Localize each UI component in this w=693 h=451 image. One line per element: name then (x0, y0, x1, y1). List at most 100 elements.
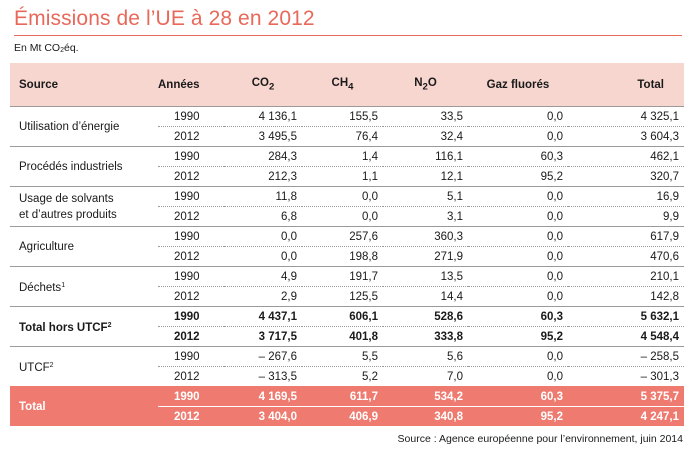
value-cell-gaz: 60,3 (468, 146, 568, 167)
value-cell-n2o: 32,4 (383, 126, 468, 147)
table-row: 2012 212,3 1,1 12,1 95,2 320,7 (10, 166, 684, 187)
year-cell: 2012 (158, 326, 224, 347)
value-cell-co2: 212,3 (224, 166, 302, 187)
year-cell: 1990 (158, 186, 224, 207)
year-cell: 2012 (158, 126, 224, 147)
header-years: Années (158, 63, 224, 107)
table-row: 2012 2,9 125,5 14,4 0,0 142,8 (10, 286, 684, 307)
source-cell: Procédés industriels (10, 146, 158, 187)
title-divider (14, 35, 682, 36)
value-cell-n2o: 13,5 (383, 266, 468, 287)
source-cell: Usage de solvants et d’autres produits (10, 186, 158, 227)
source-name: Utilisation d’énergie (19, 120, 120, 133)
year-cell: 2012 (158, 406, 224, 426)
header-ch4-base: CH (331, 76, 349, 89)
value-cell-ch4: 5,2 (302, 366, 383, 387)
value-cell-ch4: 5,5 (302, 346, 383, 367)
value-cell-gaz: 95,2 (468, 326, 568, 347)
value-cell-co2: 0,0 (224, 226, 302, 247)
table-row: 2012 3 717,5 401,8 333,8 95,2 4 548,4 (10, 326, 684, 347)
table-row: 2012– 313,5 5,2 7,0 0,0– 301,3 (10, 366, 684, 387)
header-ch4: CH4 (302, 63, 383, 107)
value-cell-n2o: 116,1 (383, 146, 468, 167)
source-name: Agriculture (19, 240, 74, 253)
emissions-table: Source Années CO2 CH4 N2O Gaz fluorés To… (10, 63, 684, 426)
value-cell-total: 617,9 (568, 226, 684, 247)
footnote-marker: 2 (49, 361, 54, 369)
value-cell-ch4: 125,5 (302, 286, 383, 307)
unit-suffix: éq. (64, 42, 79, 54)
year-cell: 1990 (158, 226, 224, 247)
source-label: Procédés industriels (19, 159, 153, 175)
year-cell: 2012 (158, 246, 224, 267)
value-cell-n2o: 333,8 (383, 326, 468, 347)
value-cell-co2: 0,0 (224, 246, 302, 267)
source-cell: Déchets1 (10, 266, 158, 307)
value-cell-total: 142,8 (568, 286, 684, 307)
header-co2-base: CO (251, 76, 269, 89)
value-cell-ch4: 1,4 (302, 146, 383, 167)
value-cell-n2o: 360,3 (383, 226, 468, 247)
value-cell-total: 16,9 (568, 186, 684, 207)
source-name: Déchets (19, 281, 62, 294)
value-cell-ch4: 0,0 (302, 206, 383, 227)
year-cell: 2012 (158, 366, 224, 387)
value-cell-gaz: 0,0 (468, 346, 568, 367)
table-header-row: Source Années CO2 CH4 N2O Gaz fluorés To… (10, 63, 684, 107)
value-cell-n2o: 33,5 (383, 106, 468, 127)
value-cell-total: 4 325,1 (568, 106, 684, 127)
header-n2o-sub: 2 (422, 81, 428, 93)
footnote-marker: 2 (107, 321, 112, 329)
value-cell-total: 5 632,1 (568, 306, 684, 327)
header-n2o-base: N (414, 76, 423, 89)
value-cell-total: 3 604,3 (568, 126, 684, 147)
value-cell-total: 4 548,4 (568, 326, 684, 347)
value-cell-co2: 4 437,1 (224, 306, 302, 327)
value-cell-ch4: 406,9 (302, 406, 383, 426)
table-row: 2012 3 404,0 406,9 340,8 95,2 4 247,1 (10, 406, 684, 426)
value-cell-n2o: 14,4 (383, 286, 468, 307)
year-cell: 2012 (158, 206, 224, 227)
year-cell: 1990 (158, 146, 224, 167)
table-row: UTCF2 1990– 267,6 5,5 5,6 0,0– 258,5 (10, 346, 684, 387)
value-cell-gaz: 95,2 (468, 406, 568, 426)
source-label: Déchets1 (19, 278, 153, 296)
source-label: Total (19, 399, 153, 415)
table-row: 2012 6,8 0,0 3,1 0,0 9,9 (10, 206, 684, 227)
page-title: Émissions de l’UE à 28 en 2012 (14, 7, 315, 30)
value-cell-ch4: 0,0 (302, 186, 383, 207)
value-cell-ch4: 191,7 (302, 266, 383, 287)
unit-subscript: 2 (60, 47, 64, 54)
source-cell: Total (10, 386, 158, 426)
table-row: Procédés industriels 1990 284,3 1,4 116,1 60,… (10, 146, 684, 187)
value-cell-gaz: 0,0 (468, 286, 568, 307)
value-cell-gaz: 0,0 (468, 366, 568, 387)
year-cell: 1990 (158, 266, 224, 287)
source-label: Agriculture (19, 239, 153, 255)
source-label-line2: et d’autres produits (19, 208, 117, 221)
source-name: UTCF (19, 361, 50, 374)
year-cell: 1990 (158, 386, 224, 407)
value-cell-co2: 284,3 (224, 146, 302, 167)
source-cell: Total hors UTCF2 (10, 306, 158, 347)
year-cell: 1990 (158, 106, 224, 127)
value-cell-co2: 4 136,1 (224, 106, 302, 127)
year-cell: 1990 (158, 346, 224, 367)
table-row: 2012 0,0 198,8 271,9 0,0 470,6 (10, 246, 684, 267)
value-cell-gaz: 0,0 (468, 226, 568, 247)
source-label: UTCF2 (19, 358, 153, 376)
source-label: Utilisation d’énergie (19, 119, 153, 135)
value-cell-n2o: 5,6 (383, 346, 468, 367)
value-cell-co2: 2,9 (224, 286, 302, 307)
value-cell-co2: 6,8 (224, 206, 302, 227)
value-cell-total: 4 247,1 (568, 406, 684, 426)
value-cell-gaz: 60,3 (468, 386, 568, 407)
value-cell-co2: – 313,5 (224, 366, 302, 387)
value-cell-n2o: 271,9 (383, 246, 468, 267)
unit-prefix: En Mt CO (14, 42, 61, 54)
footnote-marker: 1 (61, 281, 66, 289)
value-cell-co2: 3 404,0 (224, 406, 302, 426)
value-cell-co2: 11,8 (224, 186, 302, 207)
value-cell-n2o: 3,1 (383, 206, 468, 227)
value-cell-gaz: 0,0 (468, 206, 568, 227)
